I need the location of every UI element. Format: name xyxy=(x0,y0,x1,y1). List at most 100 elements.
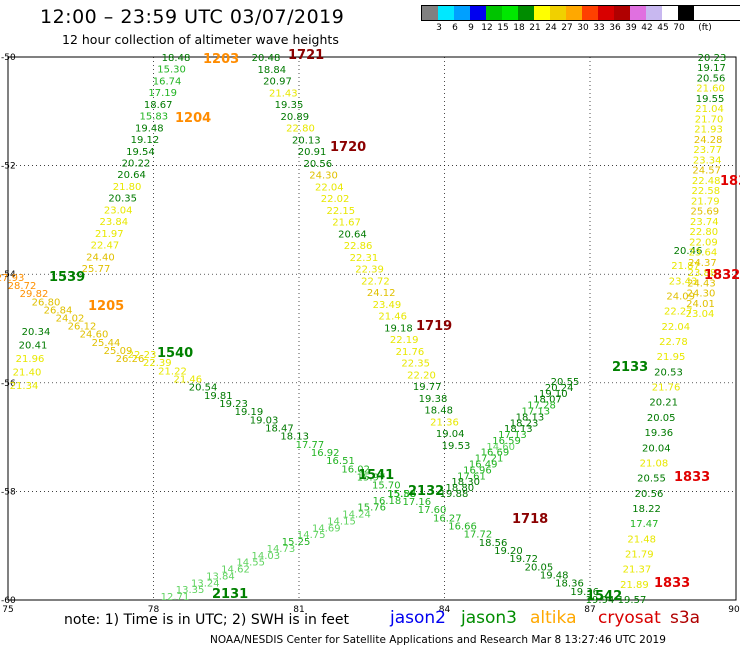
swh-value: 22.86 xyxy=(344,241,373,252)
legend-swatch xyxy=(550,6,566,20)
swh-value: 21.08 xyxy=(640,458,669,469)
swh-value: 21.87 xyxy=(671,261,700,272)
swh-value: 16.69 xyxy=(481,448,510,459)
swh-value: 15.25 xyxy=(282,537,311,548)
swh-value: 22.72 xyxy=(361,276,390,287)
swh-value: 17.13 xyxy=(498,430,527,441)
swh-value: 13.35 xyxy=(176,585,205,596)
swh-value: 22.04 xyxy=(315,182,344,193)
swh-value: 16.66 xyxy=(448,522,477,533)
lon-tick-label: 75 xyxy=(2,605,13,615)
swh-value: 17.19 xyxy=(148,88,177,99)
swh-value: 19.88 xyxy=(440,489,469,500)
swh-value: 16.27 xyxy=(433,513,462,524)
satellite-altika: altika xyxy=(530,608,577,628)
legend-swatch xyxy=(518,6,534,20)
swh-value: 21.89 xyxy=(620,580,649,591)
swh-value: 15.86 xyxy=(388,489,417,500)
swh-value: 14.24 xyxy=(342,510,371,521)
swh-value: 22.02 xyxy=(321,194,350,205)
swh-value: 25.77 xyxy=(82,264,111,275)
swh-value: 16.51 xyxy=(326,456,355,467)
pass-time-label: 2131 xyxy=(212,587,248,602)
swh-value: 21.79 xyxy=(625,550,654,561)
swh-value: 19.03 xyxy=(250,415,279,426)
swh-value: 26.12 xyxy=(68,322,97,333)
legend-label: 30 xyxy=(577,23,589,33)
swh-value: 20.64 xyxy=(117,170,146,181)
swh-value: 24.40 xyxy=(86,252,115,263)
legend-label: 9 xyxy=(468,23,474,33)
pass-time-label: 1719 xyxy=(416,319,452,334)
swh-value: 24.30 xyxy=(309,171,338,182)
swh-value: 16.02 xyxy=(341,464,370,475)
legend-label: 6 xyxy=(452,23,458,33)
swh-value: 17.47 xyxy=(630,519,659,530)
swh-value: 23.77 xyxy=(693,145,722,156)
swh-value: 23.49 xyxy=(373,300,402,311)
swh-value: 19.81 xyxy=(204,391,233,402)
swh-value: 22.78 xyxy=(659,337,688,348)
swh-value: 24.43 xyxy=(687,278,716,289)
lat-tick-label: -58 xyxy=(1,487,16,497)
swh-value: 22.31 xyxy=(350,253,379,264)
pass-time-label: 1721 xyxy=(288,48,324,63)
swh-value: 20.22 xyxy=(122,159,151,170)
swh-value: 18.30 xyxy=(451,477,480,488)
legend-swatch xyxy=(646,6,662,20)
swh-value: 21.97 xyxy=(95,229,124,240)
swh-value: 18.80 xyxy=(445,483,474,494)
swh-value: 21.40 xyxy=(13,368,42,379)
legend-swatch xyxy=(486,6,502,20)
satellite-jason3: jason3 xyxy=(461,608,517,628)
legend-label: 70 xyxy=(673,23,685,33)
swh-value: 25.44 xyxy=(92,338,121,349)
lat-tick-label: -56 xyxy=(1,379,16,389)
swh-value: 17.77 xyxy=(296,440,325,451)
swh-value: 21.79 xyxy=(691,196,720,207)
swh-value: 20.21 xyxy=(649,398,678,409)
pass-time-label: 1541 xyxy=(358,468,394,483)
swh-value: 23.34 xyxy=(693,155,722,166)
pass-time-label: 1540 xyxy=(157,346,193,361)
legend-label: 39 xyxy=(625,23,637,33)
pass-time-label: 1539 xyxy=(49,270,85,285)
swh-value: 24.60 xyxy=(80,330,109,341)
credit-footer: NOAA/NESDIS Center for Satellite Applica… xyxy=(210,634,666,646)
swh-value: 18.23 xyxy=(510,418,539,429)
swh-value: 20.05 xyxy=(525,562,554,573)
pass-time-label: 1832 xyxy=(704,268,740,283)
swh-value: 15.83 xyxy=(139,112,168,123)
lat-tick-label: -52 xyxy=(1,162,16,172)
swh-value: 13.24 xyxy=(191,578,220,589)
swh-value: 17.72 xyxy=(464,530,493,541)
swh-value: 15.76 xyxy=(357,503,386,514)
swh-value: 25.69 xyxy=(690,207,719,218)
swh-value: 22.19 xyxy=(390,335,419,346)
swh-value: 14.15 xyxy=(327,517,356,528)
swh-value: 23.64 xyxy=(689,248,718,259)
swh-value: 21.76 xyxy=(396,347,425,358)
swh-value: 24.01 xyxy=(686,299,715,310)
swh-value: 15.70 xyxy=(372,481,401,492)
swh-value: 19.19 xyxy=(235,407,264,418)
swh-value: 19.36 xyxy=(644,428,673,439)
satellite-jason2: jason2 xyxy=(390,608,446,628)
swh-value: 18.47 xyxy=(265,424,294,435)
swh-value: 14.60 xyxy=(486,442,515,453)
legend-swatch xyxy=(566,6,582,20)
swh-value: 19.36 xyxy=(570,587,599,598)
swh-value: 19.35 xyxy=(275,100,304,111)
swh-value: 17.13 xyxy=(521,407,550,418)
swh-value: 22.09 xyxy=(689,237,718,248)
swh-value: 17.60 xyxy=(418,505,447,516)
legend-swatch xyxy=(614,6,630,20)
swh-value: 19.12 xyxy=(131,135,160,146)
swh-value: 21.43 xyxy=(269,88,298,99)
footnote: note: 1) Time is in UTC; 2) SWH is in fe… xyxy=(64,612,350,628)
swh-value: 20.55 xyxy=(637,474,666,485)
legend-label: 36 xyxy=(609,23,621,33)
pass-time-label: 1718 xyxy=(512,512,548,527)
swh-value: 21.76 xyxy=(652,383,681,394)
